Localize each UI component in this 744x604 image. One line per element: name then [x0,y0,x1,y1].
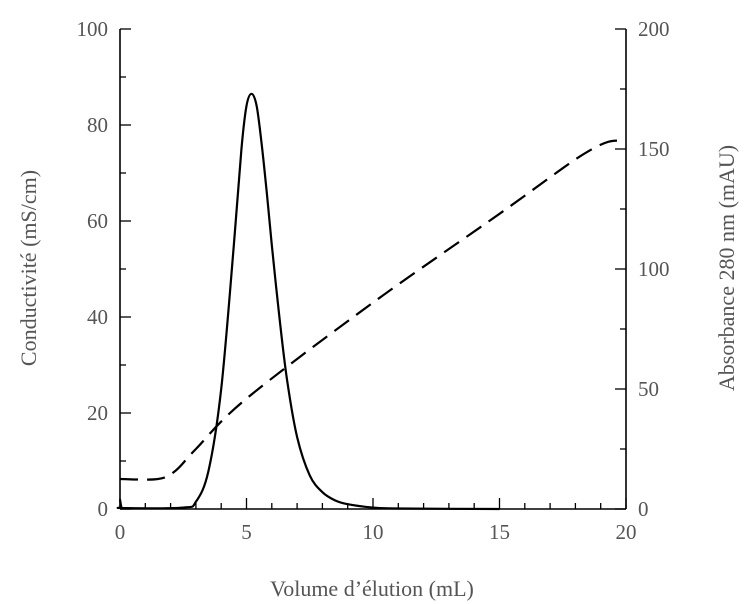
x-tick-label: 20 [616,520,637,544]
y-left-tick-label: 40 [87,305,108,329]
y-left-tick-label: 80 [87,113,108,137]
x-tick-label: 5 [241,520,252,544]
y-left-tick-label: 0 [98,497,109,521]
series-line-absorbance [119,139,627,481]
axes [119,29,627,510]
y-right-tick-label: 0 [638,497,649,521]
x-tick-label: 15 [489,520,510,544]
y-left-tick-label: 60 [87,209,108,233]
y-left-tick-label: 100 [77,17,109,41]
y-right-tick-label: 200 [638,17,670,41]
y-right-tick-label: 50 [638,377,659,401]
y-axis-right-title: Absorbance 280 nm (mAU) [714,145,739,391]
x-axis-title: Volume d’élution (mL) [270,576,474,601]
x-tick-label: 0 [115,520,126,544]
y-left-tick-label: 20 [87,401,108,425]
y-right-tick-label: 100 [638,257,670,281]
y-axis-left-title: Conductivité (mS/cm) [16,170,41,366]
x-tick-label: 10 [363,520,384,544]
y-right-tick-label: 150 [638,137,670,161]
series-line-conductivity [116,92,500,511]
series [116,92,627,511]
